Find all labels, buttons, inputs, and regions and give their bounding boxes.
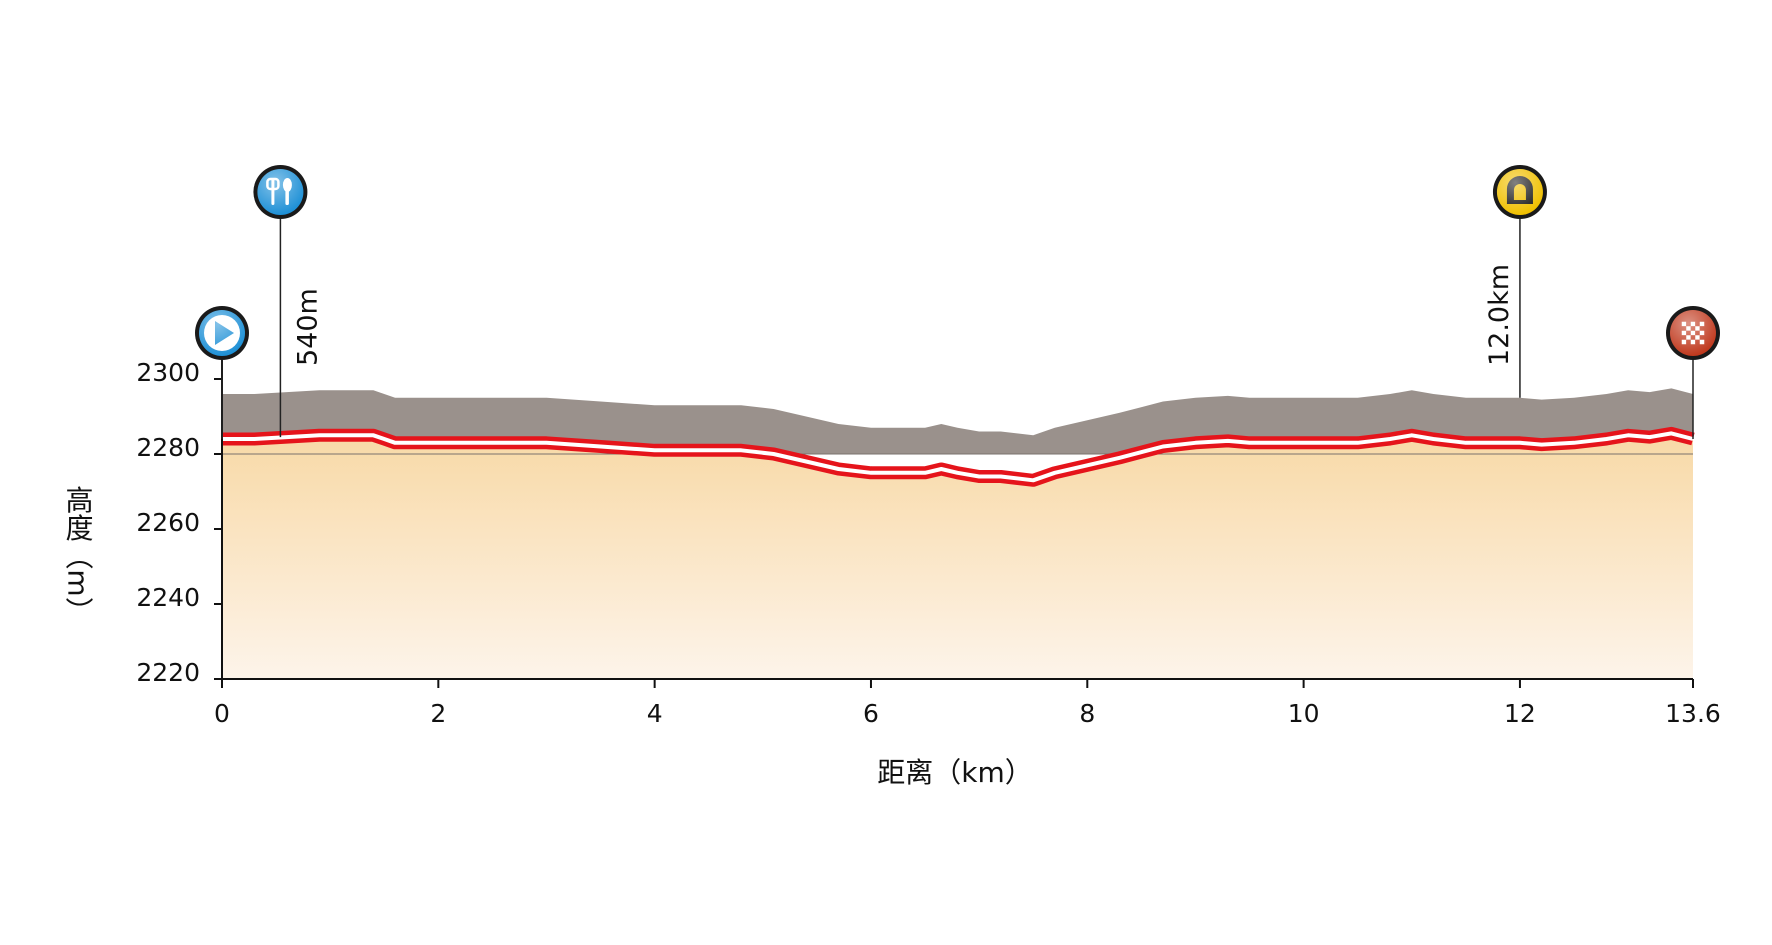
y-tick-label: 2260: [136, 508, 200, 537]
route-markers: 540m 12.0km: [195, 165, 1720, 439]
marker-gloss: [257, 169, 304, 215]
marker-distance-label: 540m: [292, 288, 323, 366]
marker-start: [195, 306, 249, 439]
marker-gloss: [1670, 310, 1716, 356]
x-tick-label: 13.6: [1665, 699, 1721, 728]
y-axis-title: 高度（m）: [62, 485, 95, 625]
x-tick-label: 12: [1504, 699, 1536, 728]
marker-gloss: [1496, 169, 1543, 215]
plot-area: [222, 388, 1695, 679]
x-tick-label: 10: [1288, 699, 1320, 728]
y-tick-label: 2280: [136, 433, 200, 462]
y-ticks: 2220 2240 2260 2280 2300: [136, 358, 222, 687]
marker-distance-label: 12.0km: [1484, 264, 1515, 366]
marker-feed: 540m: [253, 165, 323, 438]
x-ticks: 0 2 4 6 8 10 12 13.6: [214, 679, 1721, 728]
y-tick-label: 2240: [136, 583, 200, 612]
y-tick-label: 2220: [136, 658, 200, 687]
marker-gloss: [199, 310, 245, 356]
marker-tunnel: 12.0km: [1484, 165, 1547, 398]
x-tick-label: 6: [863, 699, 879, 728]
x-tick-label: 0: [214, 699, 230, 728]
marker-finish: [1666, 306, 1720, 439]
y-tick-label: 2300: [136, 358, 200, 387]
x-axis-title: 距离（km）: [877, 756, 1033, 789]
x-tick-label: 8: [1079, 699, 1095, 728]
axes: 2220 2240 2260 2280 2300 0 2 4 6 8 10 12 13.6: [136, 358, 1720, 728]
x-tick-label: 4: [647, 699, 663, 728]
route-line-center: [222, 431, 1694, 483]
elevation-area: [222, 433, 1693, 679]
x-tick-label: 2: [430, 699, 446, 728]
